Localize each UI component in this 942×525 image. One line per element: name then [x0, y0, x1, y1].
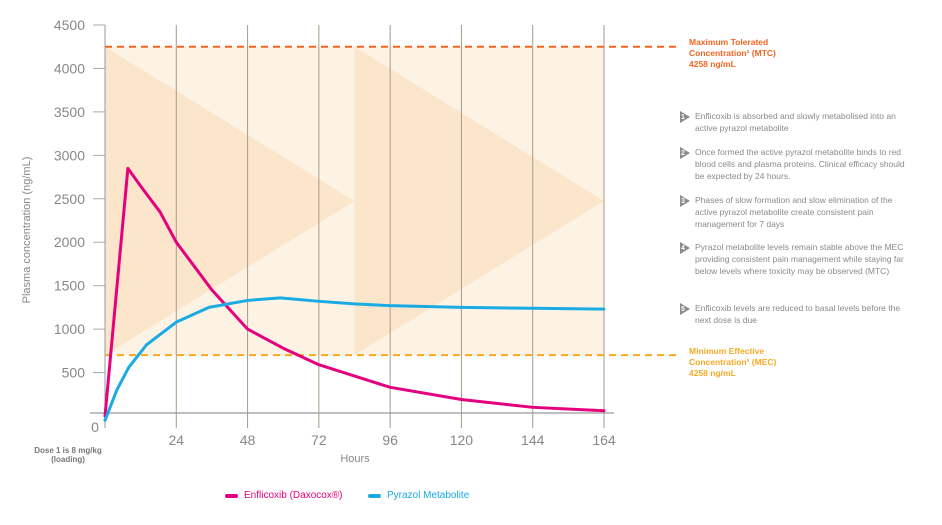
note-4: 4 Pyrazol metabolite levels remain stable… [680, 241, 914, 277]
phase-triangle-1 [105, 46, 355, 356]
note-text: Once formed the active pyrazol metabolit… [695, 147, 905, 181]
x-tick-label: 96 [382, 432, 398, 448]
note-number: 2 [681, 150, 685, 157]
legend-label: Pyrazol Metabolite [387, 490, 470, 501]
note-number: 5 [681, 306, 685, 313]
mtc-label-line2: Concentration¹ (MTC) [689, 48, 776, 58]
y-tick-label: 1000 [54, 321, 85, 337]
dose-label-line1: Dose 1 is 8 mg/kg [34, 446, 102, 455]
y-tick-label: 4000 [54, 60, 85, 76]
dose-label: Dose 1 is 8 mg/kg (loading) [33, 446, 103, 464]
mtc-value: 4258 ng/mL [689, 59, 736, 69]
y-tick-label: 500 [62, 365, 86, 381]
note-text: Enflicoxib levels are reduced to basal l… [695, 303, 901, 325]
x-tick-label: 164 [592, 432, 616, 448]
legend-swatch [225, 493, 238, 498]
x-tick-label: 144 [521, 432, 545, 448]
legend-swatch [368, 493, 381, 498]
y-axis-title: Plasma concentration (ng/mL) [21, 157, 33, 304]
legend-item-pyrazol: Pyrazol Metabolite [368, 490, 469, 501]
mec-label: Minimum Effective Concentration¹ (MEC) 4… [689, 346, 776, 379]
y-tick-label: 2500 [54, 191, 85, 207]
x-tick-label: 0 [91, 419, 99, 435]
mtc-label-line1: Maximum Tolerated [689, 37, 769, 47]
x-tick-label: 72 [311, 432, 327, 448]
note-number: 1 [681, 114, 685, 121]
step-arrow-icon: 3 [680, 195, 690, 207]
y-tick-label: 1500 [54, 278, 85, 294]
note-text: Pyrazol metabolite levels remain stable … [695, 242, 904, 276]
note-number: 3 [681, 198, 685, 205]
step-arrow-icon: 5 [680, 303, 690, 315]
x-tick-label: 120 [450, 432, 474, 448]
y-tick-label: 4500 [54, 17, 85, 33]
y-tick-label: 2000 [54, 234, 85, 250]
y-tick-label: 3500 [54, 104, 85, 120]
note-text: Enflicoxib is absorbed and slowly metabo… [695, 111, 896, 133]
note-number: 4 [681, 245, 685, 252]
note-3: 3 Phases of slow formation and slow elimi… [680, 194, 914, 230]
step-arrow-icon: 1 [680, 111, 690, 123]
x-tick-label: 24 [168, 432, 184, 448]
step-arrow-icon: 2 [680, 147, 690, 159]
x-tick-label: 48 [240, 432, 256, 448]
legend-label: Enflicoxib (Daxocox®) [244, 490, 343, 501]
mec-label-line1: Minimum Effective [689, 346, 765, 356]
mec-value: 4258 ng/mL [689, 368, 736, 378]
legend-item-enflicoxib: Enflicoxib (Daxocox®) [225, 490, 343, 501]
note-text: Phases of slow formation and slow elimin… [695, 195, 893, 229]
note-2: 2 Once formed the active pyrazol metaboli… [680, 146, 914, 182]
note-5: 5 Enflicoxib levels are reduced to basal … [680, 302, 914, 326]
dose-label-line2: (loading) [51, 455, 85, 464]
phase-triangle-2 [354, 46, 604, 356]
step-arrow-icon: 4 [680, 242, 690, 254]
x-axis-title: Hours [340, 453, 370, 465]
mec-label-line2: Concentration¹ (MEC) [689, 357, 777, 367]
note-1: 1 Enflicoxib is absorbed and slowly metab… [680, 110, 914, 134]
y-tick-label: 3000 [54, 147, 85, 163]
mtc-label: Maximum Tolerated Concentration¹ (MTC) 4… [689, 37, 776, 70]
